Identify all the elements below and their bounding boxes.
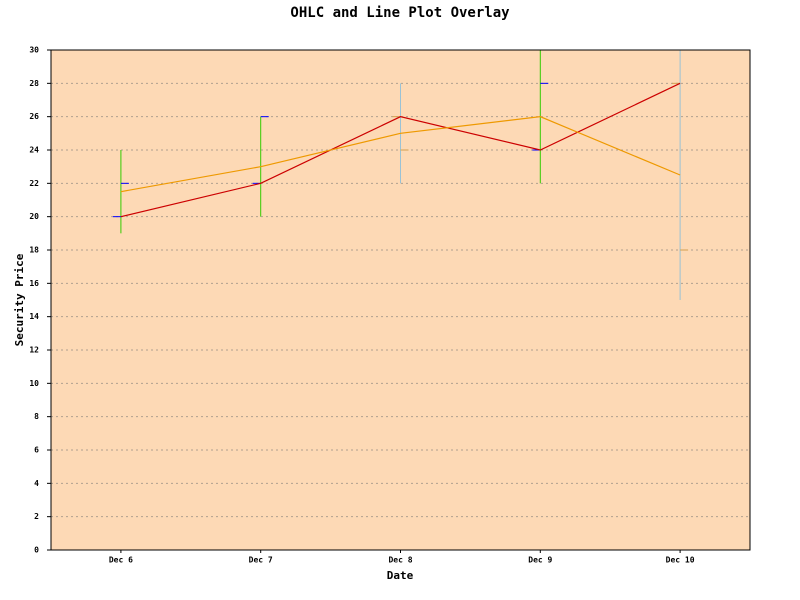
plot-border	[50, 49, 751, 551]
y-tick-label: 24	[29, 146, 39, 155]
y-tick-label: 20	[29, 212, 39, 221]
y-tick-label: 0	[34, 546, 39, 555]
y-tick-label: 14	[29, 312, 39, 321]
line-series	[120, 116, 681, 193]
y-axis-label: Security Price	[13, 253, 26, 346]
y-tick-label: 28	[29, 79, 39, 88]
line-series	[120, 82, 681, 218]
x-tick-label: Dec 10	[666, 556, 695, 565]
y-tick-label: 10	[29, 379, 39, 388]
x-tick-label: Dec 8	[388, 556, 412, 565]
y-tick-label: 16	[29, 279, 39, 288]
y-tick-label: 30	[29, 46, 39, 55]
x-tick-label: Dec 9	[528, 556, 552, 565]
y-tick-label: 6	[34, 446, 39, 455]
chart-title: OHLC and Line Plot Overlay	[290, 5, 510, 21]
x-axis-label: Date	[387, 569, 414, 582]
y-tick-label: 22	[29, 179, 39, 188]
x-tick-label: Dec 6	[109, 556, 133, 565]
y-tick-label: 26	[29, 112, 39, 121]
y-tick-label: 2	[34, 512, 39, 521]
y-tick-label: 4	[34, 479, 39, 488]
x-tick-label: Dec 7	[249, 556, 273, 565]
y-tick-label: 12	[29, 346, 39, 355]
y-tick-label: 8	[34, 412, 39, 421]
y-tick-label: 18	[29, 246, 39, 255]
